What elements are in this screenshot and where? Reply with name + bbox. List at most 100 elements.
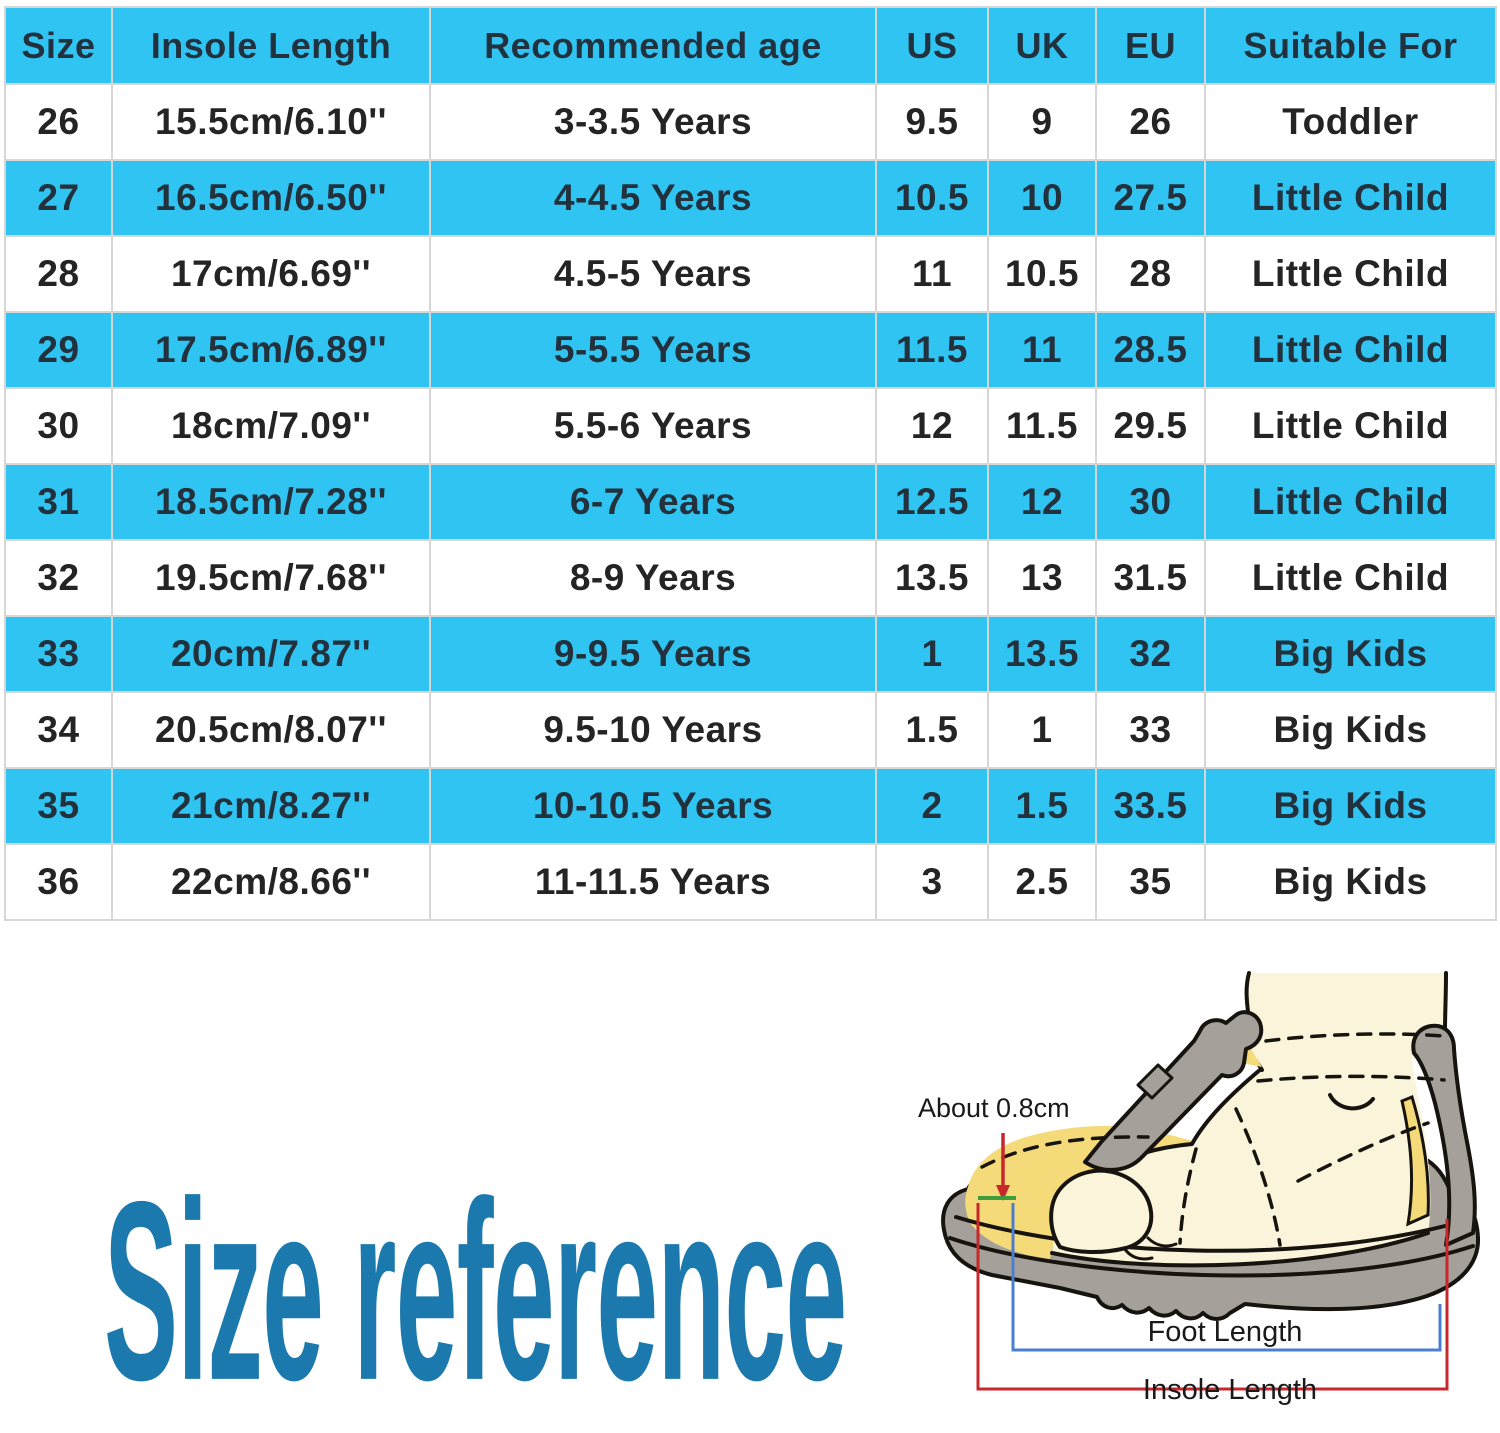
- table-row: 32 19.5cm/7.68'' 8-9 Years 13.5 13 31.5 Little…: [4, 539, 1497, 617]
- table-row: 27 16.5cm/6.50'' 4-4.5 Years 10.5 10 27.5 Litt…: [4, 159, 1497, 237]
- table-cell: 31.5: [1095, 539, 1206, 617]
- table-cell: 16.5cm/6.50'': [111, 159, 431, 237]
- table-cell: 17cm/6.69'': [111, 235, 431, 313]
- table-cell: 20.5cm/8.07'': [111, 691, 431, 769]
- table-cell: 27: [4, 159, 113, 237]
- foot-length-bracket: [1011, 1203, 1442, 1352]
- table-cell: 28: [1095, 235, 1206, 313]
- shoe-strap: [1083, 1010, 1264, 1172]
- table-cell: Big Kids: [1204, 691, 1497, 769]
- table-cell: 3-3.5 Years: [429, 83, 877, 161]
- table-cell: 2: [875, 767, 989, 845]
- table-header-cell: Suitable For: [1204, 6, 1497, 85]
- table-header-cell: Recommended age: [429, 6, 877, 85]
- table-cell: 1: [875, 615, 989, 693]
- table-cell: Little Child: [1204, 235, 1497, 313]
- table-cell: 11: [987, 311, 1097, 389]
- size-chart-table: Size Insole Length Recommended age US UK EU Su…: [4, 6, 1497, 921]
- table-row: 36 22cm/8.66'' 11-11.5 Years 3 2.5 35 Big Kids: [4, 843, 1497, 921]
- gap-annotation-label: About 0.8cm: [918, 1093, 1070, 1123]
- shoe-illustration: [941, 971, 1481, 1321]
- table-cell: 17.5cm/6.89'': [111, 311, 431, 389]
- table-cell: 36: [4, 843, 113, 921]
- table-header-row: Size Insole Length Recommended age US UK EU Su…: [4, 6, 1497, 85]
- table-cell: 1: [987, 691, 1097, 769]
- table-cell: 10-10.5 Years: [429, 767, 877, 845]
- table-cell: 1.5: [987, 767, 1097, 845]
- table-row: 35 21cm/8.27'' 10-10.5 Years 2 1.5 33.5 Big Ki…: [4, 767, 1497, 845]
- table-cell: 12: [987, 463, 1097, 541]
- table-cell: 29: [4, 311, 113, 389]
- table-cell: 35: [4, 767, 113, 845]
- shoe-measurement-diagram: About 0.8cm Foot Length Insole Length: [918, 971, 1481, 1406]
- table-cell: 11: [875, 235, 989, 313]
- table-row: 28 17cm/6.69'' 4.5-5 Years 11 10.5 28 Little C…: [4, 235, 1497, 313]
- gap-arrow-icon: [996, 1133, 1010, 1201]
- table-cell: 28.5: [1095, 311, 1206, 389]
- table-cell: 11-11.5 Years: [429, 843, 877, 921]
- table-cell: Little Child: [1204, 311, 1497, 389]
- table-cell: 29.5: [1095, 387, 1206, 465]
- table-cell: 21cm/8.27'': [111, 767, 431, 845]
- table-cell: 2.5: [987, 843, 1097, 921]
- table-cell: 11.5: [875, 311, 989, 389]
- table-cell: 12: [875, 387, 989, 465]
- table-row: 34 20.5cm/8.07'' 9.5-10 Years 1.5 1 33 Big Kid…: [4, 691, 1497, 769]
- table-cell: 5.5-6 Years: [429, 387, 877, 465]
- table-header-cell: Insole Length: [111, 6, 431, 85]
- table-header-cell: UK: [987, 6, 1097, 85]
- table-row: 26 15.5cm/6.10'' 3-3.5 Years 9.5 9 26 Toddler: [4, 83, 1497, 161]
- table-cell: 32: [1095, 615, 1206, 693]
- table-cell: Big Kids: [1204, 843, 1497, 921]
- insole-length-bracket: [976, 1203, 1449, 1391]
- table-cell: Little Child: [1204, 463, 1497, 541]
- table-cell: Little Child: [1204, 387, 1497, 465]
- table-row: 30 18cm/7.09'' 5.5-6 Years 12 11.5 29.5 Little…: [4, 387, 1497, 465]
- table-cell: 26: [1095, 83, 1206, 161]
- table-cell: 26: [4, 83, 113, 161]
- table-cell: Big Kids: [1204, 767, 1497, 845]
- table-cell: 18.5cm/7.28'': [111, 463, 431, 541]
- table-cell: 9.5: [875, 83, 989, 161]
- insole-length-label: Insole Length: [1143, 1374, 1317, 1406]
- table-cell: 4-4.5 Years: [429, 159, 877, 237]
- table-cell: 4.5-5 Years: [429, 235, 877, 313]
- table-cell: 20cm/7.87'': [111, 615, 431, 693]
- table-cell: 13.5: [987, 615, 1097, 693]
- table-cell: 33: [4, 615, 113, 693]
- leg: [1246, 973, 1446, 1075]
- table-cell: 28: [4, 235, 113, 313]
- table-cell: 27.5: [1095, 159, 1206, 237]
- table-cell: 6-7 Years: [429, 463, 877, 541]
- table-cell: 10: [987, 159, 1097, 237]
- table-cell: Little Child: [1204, 539, 1497, 617]
- table-cell: 3: [875, 843, 989, 921]
- table-cell: 10.5: [875, 159, 989, 237]
- table-cell: 30: [4, 387, 113, 465]
- table-cell: 18cm/7.09'': [111, 387, 431, 465]
- table-cell: 8-9 Years: [429, 539, 877, 617]
- table-cell: 13: [987, 539, 1097, 617]
- table-cell: 32: [4, 539, 113, 617]
- table-cell: 31: [4, 463, 113, 541]
- table-cell: 34: [4, 691, 113, 769]
- table-row: 31 18.5cm/7.28'' 6-7 Years 12.5 12 30 Little C…: [4, 463, 1497, 541]
- section-title: Size reference: [104, 1147, 847, 1433]
- table-cell: Little Child: [1204, 159, 1497, 237]
- table-cell: 19.5cm/7.68'': [111, 539, 431, 617]
- table-cell: 33.5: [1095, 767, 1206, 845]
- table-cell: 9-9.5 Years: [429, 615, 877, 693]
- measurement-annotations: About 0.8cm Foot Length Insole Length: [918, 1093, 1449, 1406]
- table-cell: 11.5: [987, 387, 1097, 465]
- table-cell: 10.5: [987, 235, 1097, 313]
- table-header-cell: EU: [1095, 6, 1206, 85]
- table-row: 33 20cm/7.87'' 9-9.5 Years 1 13.5 32 Big Kids: [4, 615, 1497, 693]
- table-cell: 5-5.5 Years: [429, 311, 877, 389]
- strap-buckle: [1136, 1063, 1174, 1100]
- table-cell: 9.5-10 Years: [429, 691, 877, 769]
- table-header-cell: US: [875, 6, 989, 85]
- table-cell: 12.5: [875, 463, 989, 541]
- table-cell: 13.5: [875, 539, 989, 617]
- size-chart-body: 26 15.5cm/6.10'' 3-3.5 Years 9.5 9 26 Toddler 2…: [4, 83, 1497, 921]
- table-row: 29 17.5cm/6.89'' 5-5.5 Years 11.5 11 28.5 Litt…: [4, 311, 1497, 389]
